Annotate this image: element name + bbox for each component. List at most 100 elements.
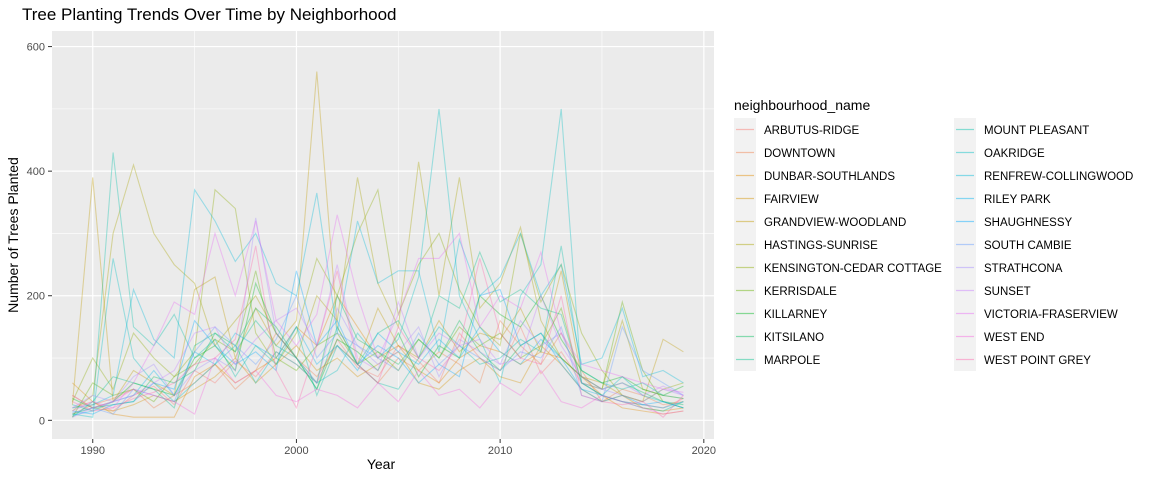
series-line [72,214,684,412]
legend-label: RENFREW-COLLINGWOOD [984,171,1133,183]
series-line [72,344,684,412]
legend-key [734,164,756,187]
legend-key [734,256,756,279]
y-tick-label: 0 [39,415,45,427]
legend: neighbourhood_name ARBUTUS-RIDGE DOWNTOWN… [734,97,1133,371]
legend-item: ARBUTUS-RIDGE [734,118,860,141]
legend-label: KITSILANO [764,332,824,344]
legend-item: KITSILANO [734,325,824,348]
legend-key [954,164,976,187]
legend-label: ARBUTUS-RIDGE [764,125,860,137]
x-axis-title: Year [367,456,396,472]
series-line [72,188,684,409]
legend-key [954,302,976,325]
series-line [71,187,684,403]
legend-item: OAKRIDGE [954,141,1045,164]
legend-key [734,118,756,141]
y-tick-labels: 0 200 400 600 [27,42,45,428]
x-tick-label: 2000 [284,445,308,457]
legend-label: FAIRVIEW [764,194,819,206]
legend-key [954,279,976,302]
legend-item: WEST END [954,325,1045,348]
legend-key [954,118,976,141]
legend-label: SUNSET [984,286,1031,298]
legend-item: SHAUGHNESSY [954,210,1073,233]
legend-label: OAKRIDGE [984,148,1045,160]
legend-key [734,141,756,164]
minor-gridlines [52,31,714,439]
series-line [72,245,684,418]
series-line [72,325,684,416]
legend-item: GRANDVIEW-WOODLAND [734,210,906,233]
series-line [72,294,684,418]
legend-item: VICTORIA-FRASERVIEW [954,302,1118,325]
legend-key [954,256,976,279]
series-line [71,71,684,405]
y-tick-label: 400 [27,166,45,178]
x-tick-label: 2020 [692,445,716,457]
legend-item: RILEY PARK [954,187,1051,210]
legend-label: WEST END [984,332,1045,344]
legend-item: KERRISDALE [734,279,837,302]
legend-item: WEST POINT GREY [954,348,1091,371]
legend-key [734,210,756,233]
legend-key [734,233,756,256]
legend-items: ARBUTUS-RIDGE DOWNTOWN DUNBAR-SOUTHLANDS FA… [734,118,1133,371]
legend-label: RILEY PARK [984,194,1051,206]
y-tick-label: 200 [27,291,45,303]
legend-label: KENSINGTON-CEDAR COTTAGE [764,263,942,275]
series-line [72,217,684,409]
legend-label: SHAUGHNESSY [984,217,1073,229]
series-line [72,319,684,415]
legend-item: FAIRVIEW [734,187,819,210]
chart-title: Tree Planting Trends Over Time by Neighb… [22,5,397,24]
legend-item: MOUNT PLEASANT [954,118,1089,141]
legend-label: KILLARNEY [764,309,828,321]
legend-item: MARPOLE [734,348,821,371]
series-line [72,152,684,412]
series-line [72,161,684,412]
legend-label: DOWNTOWN [764,148,835,160]
series-line [72,108,684,418]
series-line [72,356,684,415]
y-tick-label: 600 [27,42,45,54]
legend-item: SOUTH CAMBIE [954,233,1072,256]
legend-label: WEST POINT GREY [984,355,1091,367]
legend-label: VICTORIA-FRASERVIEW [984,309,1118,321]
series-line [72,281,684,409]
series-line [72,294,684,415]
legend-item: KILLARNEY [734,302,828,325]
x-tick-label: 2010 [488,445,512,457]
legend-item: SUNSET [954,279,1031,302]
axis-ticks [48,46,705,443]
major-gridlines [52,31,714,439]
legend-label: SOUTH CAMBIE [984,240,1072,252]
legend-key [954,348,976,371]
legend-item: KENSINGTON-CEDAR COTTAGE [734,256,942,279]
legend-label: DUNBAR-SOUTHLANDS [764,171,895,183]
legend-key [734,187,756,210]
legend-label: MARPOLE [764,355,821,367]
legend-label: HASTINGS-SUNRISE [764,240,878,252]
legend-label: MOUNT PLEASANT [984,125,1089,137]
legend-key [954,141,976,164]
series-line [72,264,684,418]
legend-item: DUNBAR-SOUTHLANDS [734,164,895,187]
legend-item: RENFREW-COLLINGWOOD [954,164,1133,187]
plot-panel [52,31,714,439]
legend-key [734,348,756,371]
legend-label: KERRISDALE [764,286,837,298]
y-axis-title: Number of Trees Planted [5,157,21,313]
legend-key [734,325,756,348]
legend-title: neighbourhood_name [734,97,870,113]
series-line [71,270,684,418]
series-lines [71,71,684,418]
series-line [72,270,684,415]
legend-item: HASTINGS-SUNRISE [734,233,878,256]
legend-key [734,302,756,325]
x-tick-labels: 1990 2000 2010 2020 [80,445,716,457]
series-line [72,250,684,418]
legend-key [954,210,976,233]
legend-key [954,325,976,348]
